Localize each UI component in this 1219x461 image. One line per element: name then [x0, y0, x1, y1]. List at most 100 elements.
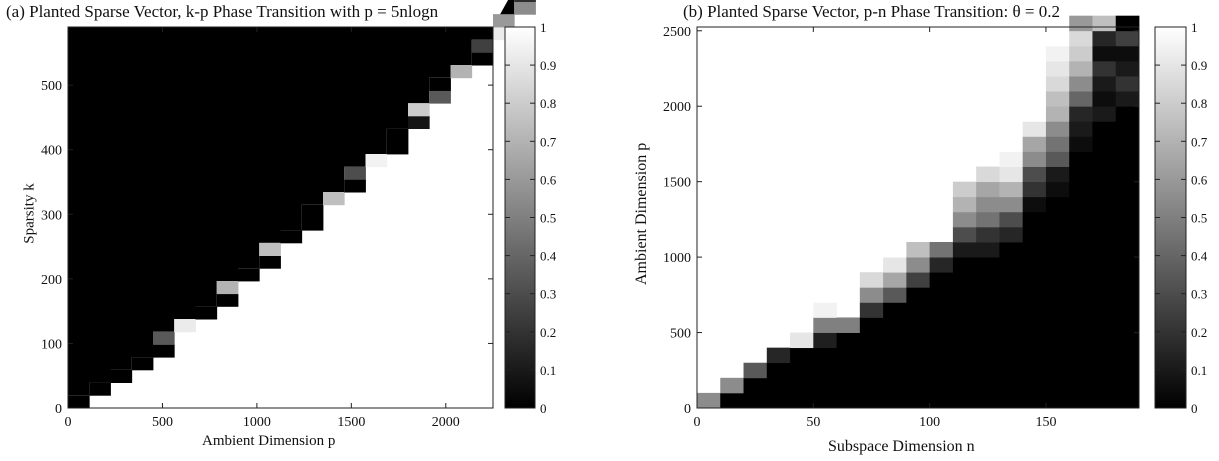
heatmap-cell — [976, 181, 1000, 198]
heatmap-cell — [280, 230, 303, 244]
heatmap-cell — [999, 211, 1024, 228]
heatmap-cell — [344, 179, 366, 193]
x-tick-label: 2000 — [432, 415, 460, 430]
heatmap-cell — [976, 226, 1000, 243]
heatmap-cell — [1045, 181, 1070, 198]
heatmap-cell — [952, 196, 977, 213]
heatmap-cell — [174, 319, 196, 333]
heatmap-cell — [1045, 166, 1070, 183]
failure-cells — [720, 392, 744, 408]
heatmap-cell — [720, 377, 744, 394]
x-tick-label: 100 — [919, 415, 940, 430]
plot-frame — [67, 26, 494, 409]
failure-cells — [836, 332, 861, 408]
failure-cells — [929, 272, 954, 408]
heatmap-cell — [1022, 121, 1047, 137]
heatmap-cell — [976, 166, 1000, 183]
heatmap-cell — [999, 181, 1024, 198]
heatmap-cell — [153, 331, 175, 345]
heatmap-cell — [1045, 151, 1070, 167]
heatmap-cell — [153, 344, 175, 358]
heatmap-cell — [952, 181, 977, 198]
heatmap-cell — [1045, 30, 1070, 47]
heatmap-cell — [89, 382, 111, 396]
heatmap-cell — [859, 272, 884, 288]
failure-cells — [743, 377, 768, 408]
heatmap-cell — [238, 268, 260, 282]
heatmap-cell — [1069, 30, 1093, 47]
heatmap-cell — [471, 39, 494, 53]
x-tick-label: 0 — [694, 415, 701, 430]
heatmap-cell — [929, 242, 954, 258]
colorbar-tick-label: 0.7 — [540, 134, 557, 149]
failure-cells — [1092, 121, 1117, 408]
heatmap-cell — [514, 0, 536, 3]
heatmap-cell — [1069, 91, 1093, 107]
heatmap-cell — [859, 302, 884, 318]
colorbar-tick-label: 0.9 — [540, 58, 556, 73]
heatmap-cell — [1045, 60, 1070, 77]
heatmap-cell — [1069, 106, 1093, 122]
y-tick-label: 0 — [684, 402, 691, 417]
heatmap-cell — [813, 302, 837, 318]
ylabel-a: Sparsity k — [21, 183, 38, 244]
heatmap-cell — [429, 77, 451, 91]
y-tick-label: 500 — [41, 79, 62, 94]
x-tick-label: 1000 — [243, 415, 271, 430]
heatmap-cell — [999, 151, 1024, 167]
heatmap-a: 0 500 1000 1500 2000 0 100 200 300 400 500 0 0.1 0.2 0… — [41, 0, 557, 430]
x-tick-label: 500 — [152, 415, 173, 430]
heatmap-cell — [131, 357, 154, 371]
y-tick-label: 2000 — [663, 100, 691, 115]
heatmap-cell — [1069, 60, 1093, 77]
failure-cells — [976, 257, 1000, 408]
heatmap-cell — [216, 293, 239, 307]
heatmap-cell — [883, 257, 907, 273]
chart-title-b: (b) Planted Sparse Vector, p-n Phase Tra… — [683, 2, 1061, 21]
colorbar-tick-label: 0.6 — [540, 172, 557, 187]
colorbar-tick-label: 1 — [1191, 20, 1198, 35]
heatmap-b: 0 50 100 1500500100015002000250000.10.20.30… — [663, 15, 1208, 430]
heatmap-cell — [1069, 15, 1093, 32]
failure-cells — [1045, 196, 1070, 408]
heatmap-cell — [1022, 181, 1047, 198]
heatmap-cell — [906, 257, 931, 273]
heatmap-cell — [999, 226, 1024, 243]
y-tick-label: 100 — [41, 337, 62, 352]
heatmap-cell — [952, 242, 977, 258]
y-tick-label: 2500 — [663, 25, 691, 40]
heatmap-cell — [976, 211, 1000, 228]
plot-frame — [696, 26, 1140, 409]
heatmap-cell — [408, 103, 430, 117]
heatmap-cell — [1092, 60, 1117, 77]
y-tick-label: 0 — [55, 402, 62, 417]
colorbar-tick-label: 0.3 — [1191, 287, 1207, 302]
x-tick-label: 50 — [806, 415, 820, 430]
heatmap-cell — [195, 306, 218, 320]
heatmap-cell — [259, 242, 281, 257]
chart-title-a: (a) Planted Sparse Vector, k-p Phase Tra… — [6, 2, 439, 21]
failure-cells — [906, 287, 931, 408]
heatmap-cell — [1069, 136, 1093, 152]
heatmap-cell — [906, 242, 931, 258]
heatmap-cell — [1069, 76, 1093, 92]
x-tick-label: 1500 — [337, 415, 365, 430]
heatmap-cell — [323, 192, 345, 206]
heatmap-cell — [906, 272, 931, 288]
heatmap-cell — [1115, 60, 1140, 77]
y-tick-label: 500 — [670, 327, 691, 342]
heatmap-cell — [952, 226, 977, 243]
heatmap-cell — [1045, 121, 1070, 137]
failure-cells — [952, 257, 977, 408]
heatmap-cell — [1092, 15, 1117, 32]
heatmap-cell — [813, 332, 837, 349]
colorbar-tick-label: 0 — [1191, 401, 1198, 416]
heatmap-cell — [697, 392, 721, 409]
heatmap-cell — [976, 196, 1000, 213]
failure-cells — [1022, 211, 1047, 408]
heatmap-cell — [386, 141, 409, 155]
xlabel-a: Ambient Dimension p — [202, 433, 336, 449]
heatmap-cell — [929, 257, 954, 273]
heatmap-cell — [1115, 91, 1140, 107]
failure-cells — [813, 347, 837, 408]
